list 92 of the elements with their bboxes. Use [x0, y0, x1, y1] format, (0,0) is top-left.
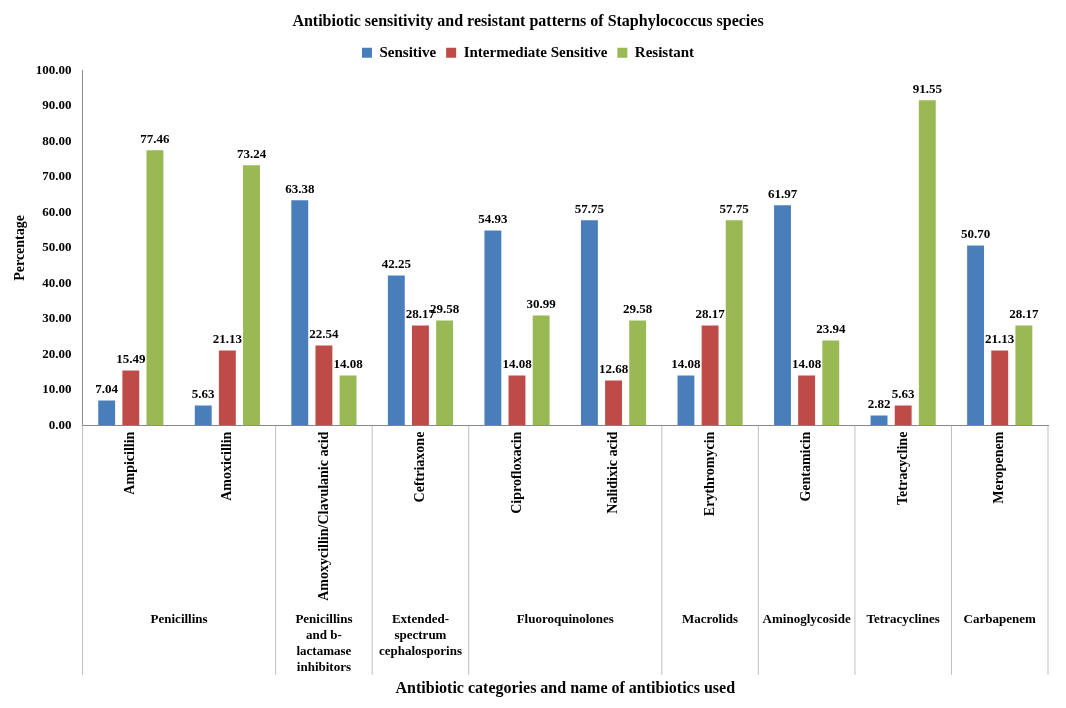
x-tick-label: Amoxycillin/Clavulanic acid: [315, 431, 331, 601]
text: Penicillins and b-lactamase inhibitors: [295, 610, 353, 674]
bar: [774, 205, 791, 426]
y-tick-label: 100.00: [35, 61, 72, 77]
bar: [991, 350, 1009, 426]
data-label: 77.46: [140, 131, 171, 147]
data-label: 57.75: [719, 201, 750, 217]
data-label: 30.99: [526, 296, 557, 312]
text: Carbapenem: [963, 610, 1037, 626]
data-label: 73.24: [236, 146, 267, 162]
bar: [291, 200, 309, 426]
x-tick-label: Meropenem: [991, 431, 1007, 504]
data-label: 21.13: [212, 331, 243, 347]
data-label: 61.97: [767, 186, 798, 202]
data-label: 21.13: [985, 331, 1015, 347]
bar: [436, 320, 454, 426]
bar: [918, 100, 936, 426]
x-tick-label: Tetracycline: [894, 431, 910, 505]
data-label: 2.82: [867, 396, 891, 412]
bar: [194, 405, 212, 426]
bar: [508, 375, 526, 426]
data-label: 28.17: [695, 306, 726, 322]
bar: [725, 220, 743, 426]
bar: [798, 375, 816, 426]
data-label: 57.75: [574, 201, 605, 217]
bar: [1015, 325, 1033, 426]
data-label: 14.08: [792, 356, 822, 372]
data-label: 15.49: [116, 351, 146, 367]
y-tick-label: 40.00: [42, 274, 72, 290]
data-label: 5.63: [891, 386, 916, 402]
y-tick-label: 10.00: [42, 381, 72, 397]
data-label: 29.58: [623, 301, 653, 317]
data-label: 14.08: [333, 356, 364, 372]
data-label: 22.54: [309, 326, 340, 342]
x-tick-label: Gentamicin: [798, 431, 814, 502]
bar: [967, 245, 985, 426]
x-axis-title: Antibiotic categories and name of antibiotics used: [395, 678, 736, 697]
y-tick-label: 0.00: [48, 416, 72, 432]
bar: [218, 350, 236, 426]
bar: [701, 325, 719, 426]
y-tick-label: 60.00: [42, 203, 72, 219]
bar: [580, 220, 598, 426]
data-label: 5.63: [191, 386, 216, 402]
data-label: 14.08: [671, 356, 702, 372]
text: Fluoroquinolones: [516, 610, 614, 626]
data-label: 50.70: [960, 226, 991, 242]
bar: [629, 320, 647, 426]
text: Penicillins: [150, 610, 208, 626]
x-tick-label: Nalidixic acid: [605, 431, 621, 514]
bar: [387, 275, 405, 426]
data-label: 91.55: [912, 81, 943, 97]
text: Tetracyclines: [866, 610, 940, 626]
data-label: 54.93: [478, 211, 508, 227]
text: Aminoglycoside: [762, 610, 851, 626]
x-tick-label: Ceftriaxone: [412, 431, 428, 503]
y-tick-label: 70.00: [42, 168, 72, 184]
data-label: 28.17: [1009, 306, 1039, 322]
bar: [822, 340, 840, 426]
y-tick-label: 90.00: [42, 97, 72, 113]
data-label: 42.25: [381, 256, 412, 272]
legend-label: Sensitive: [379, 43, 437, 60]
x-tick-label: Amoxicillin: [218, 431, 234, 501]
bar: [315, 345, 333, 426]
bar: [122, 370, 140, 426]
y-tick-label: 80.00: [42, 132, 72, 148]
bar: [146, 150, 164, 426]
legend-label: Resistant: [634, 43, 695, 60]
text: Extended-spectrum cephalosporins: [378, 610, 462, 658]
bar: [339, 375, 357, 426]
bar: [894, 405, 912, 426]
bar: [677, 375, 695, 426]
x-tick-label: Ampicillin: [122, 431, 138, 495]
bar: [98, 400, 116, 426]
data-label: 12.68: [598, 361, 629, 377]
bar: [243, 165, 260, 426]
bar: [532, 315, 550, 426]
legend-label: Intermediate Sensitive: [463, 43, 608, 60]
y-axis-title: Percentage: [12, 215, 28, 281]
y-tick-label: 50.00: [42, 239, 72, 255]
x-tick-label: Erythromycin: [701, 431, 717, 517]
x-tick-label: Ciprofloxacin: [508, 431, 524, 514]
data-label: 7.04: [95, 381, 119, 397]
bar: [605, 380, 622, 426]
text: Macrolids: [682, 610, 739, 626]
data-label: 23.94: [816, 321, 846, 337]
y-tick-label: 30.00: [42, 310, 72, 326]
y-tick-label: 20.00: [42, 345, 72, 361]
data-label: 14.08: [502, 356, 533, 372]
chart-title: Antibiotic sensitivity and resistant patterns of Staphylococcus species: [292, 11, 764, 30]
bar: [484, 230, 502, 426]
data-label: 63.38: [285, 181, 315, 197]
bar: [412, 325, 429, 426]
